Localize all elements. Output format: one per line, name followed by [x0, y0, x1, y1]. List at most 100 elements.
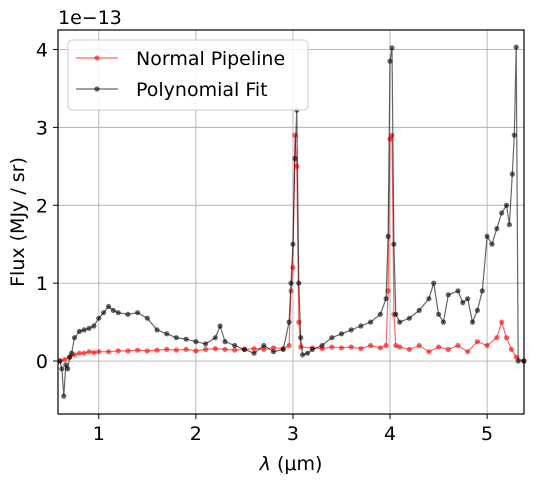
- data-point: [445, 292, 451, 298]
- x-axis-label-symbol: λ: [259, 453, 271, 475]
- data-point: [222, 346, 228, 352]
- data-point: [368, 342, 374, 349]
- data-point: [465, 296, 471, 302]
- data-point: [91, 323, 97, 329]
- data-point: [286, 342, 292, 349]
- data-point: [125, 311, 131, 317]
- y-tick-label: 4: [36, 39, 48, 61]
- data-point: [387, 58, 393, 64]
- data-point: [71, 335, 78, 341]
- data-point: [164, 346, 170, 352]
- data-point: [440, 319, 446, 325]
- data-point: [389, 45, 395, 51]
- data-point: [76, 350, 82, 356]
- data-point: [426, 349, 432, 355]
- offset-text: 1e−13: [58, 7, 122, 29]
- data-point: [81, 350, 87, 356]
- legend-entry-polynomial-fit: Polynomial Fit: [76, 79, 268, 101]
- data-point: [164, 331, 170, 337]
- data-point: [67, 354, 73, 360]
- data-point: [329, 335, 335, 341]
- data-point: [509, 171, 515, 177]
- data-point: [511, 132, 517, 138]
- data-point: [513, 44, 519, 50]
- legend-label: Polynomial Fit: [136, 79, 268, 101]
- data-point: [69, 350, 75, 356]
- y-tick-label: 1: [36, 273, 48, 295]
- data-point: [300, 352, 306, 358]
- data-point: [241, 346, 247, 352]
- x-axis-label-unit: (μm): [277, 453, 322, 475]
- data-point: [455, 342, 461, 349]
- legend-label: Normal Pipeline: [136, 48, 285, 70]
- ticks: 1 2 3 4 5 0 1 2 3 4: [36, 39, 493, 445]
- data-point: [304, 350, 311, 356]
- data-point: [63, 362, 69, 368]
- data-point: [290, 241, 296, 247]
- data-point: [217, 323, 223, 329]
- data-point: [144, 348, 150, 354]
- data-point: [348, 327, 354, 333]
- data-point: [154, 327, 160, 333]
- data-point: [489, 241, 495, 247]
- data-point: [503, 202, 510, 208]
- data-point: [193, 348, 199, 354]
- data-point: [183, 346, 189, 352]
- data-point: [203, 341, 209, 347]
- data-point: [105, 303, 112, 310]
- data-point: [368, 319, 374, 325]
- data-point: [348, 344, 354, 350]
- data-point: [212, 346, 218, 352]
- data-point: [338, 331, 345, 337]
- x-tick-label: 5: [481, 423, 493, 445]
- data-point: [115, 348, 121, 354]
- data-point: [261, 346, 267, 352]
- data-point: [393, 311, 399, 317]
- axes-frame: [57, 29, 525, 415]
- data-point: [494, 226, 500, 232]
- data-point: [474, 307, 480, 313]
- data-point: [383, 342, 389, 349]
- data-point: [484, 233, 490, 239]
- series-polynomial-fit: [57, 44, 527, 399]
- y-tick-label: 2: [36, 195, 48, 217]
- data-point: [391, 241, 397, 247]
- data-point: [469, 319, 476, 325]
- data-point: [309, 346, 315, 352]
- data-point: [86, 349, 92, 355]
- data-point: [59, 366, 65, 372]
- data-point: [135, 347, 141, 353]
- data-point: [286, 319, 292, 325]
- data-point: [288, 280, 294, 286]
- data-point: [385, 233, 391, 239]
- data-point: [135, 310, 141, 316]
- data-point: [416, 342, 422, 349]
- data-point: [144, 315, 150, 321]
- data-point: [358, 346, 364, 352]
- x-tick-label: 4: [384, 423, 396, 445]
- data-point: [91, 349, 97, 356]
- data-point: [105, 349, 112, 355]
- data-point: [154, 347, 160, 353]
- data-point: [261, 342, 267, 349]
- data-point: [397, 319, 403, 325]
- data-point: [76, 328, 82, 334]
- data-point: [270, 349, 277, 355]
- data-point: [397, 344, 403, 350]
- data-point: [96, 349, 102, 355]
- data-point: [338, 345, 345, 351]
- data-point: [298, 335, 304, 341]
- data-point: [280, 346, 286, 352]
- data-point: [445, 346, 451, 352]
- data-point: [377, 311, 383, 317]
- data-point: [173, 347, 179, 353]
- data-point: [455, 288, 461, 294]
- legend-swatch-marker: [94, 86, 100, 92]
- data-point: [251, 350, 257, 356]
- data-point: [193, 339, 199, 345]
- data-point: [110, 307, 116, 313]
- data-point: [203, 346, 209, 352]
- data-point: [292, 155, 298, 162]
- legend-entry-normal-pipeline: Normal Pipeline: [76, 48, 285, 70]
